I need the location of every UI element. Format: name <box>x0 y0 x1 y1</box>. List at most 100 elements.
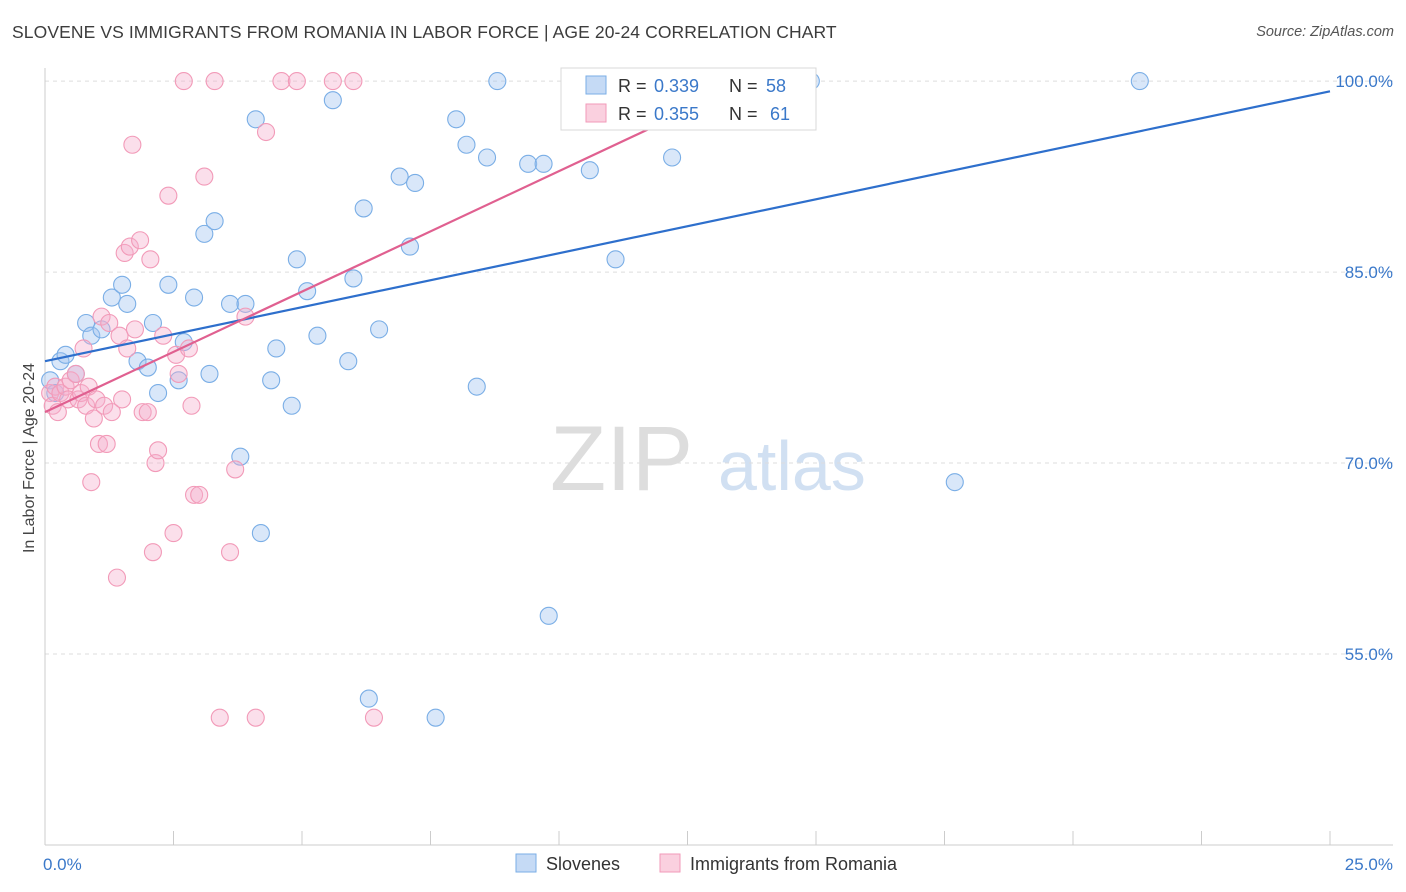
slovenes-point-24 <box>236 294 255 313</box>
slovenes-point-55 <box>945 473 964 492</box>
watermark-zip: ZIP <box>550 408 693 510</box>
stats-n-label-romania: N = <box>729 104 763 124</box>
romania-point-22 <box>102 403 121 422</box>
slovenes-point-14 <box>149 383 168 403</box>
romania-point-25 <box>113 390 132 409</box>
slovenes-point-48 <box>519 154 538 173</box>
romania-point-46 <box>185 485 204 504</box>
slovenes-point-27 <box>262 371 281 390</box>
stats-legend: R = 0.339 N = 58 R = 0.355 N = 61 <box>560 67 817 131</box>
stats-r-label-romania: R = <box>618 104 652 124</box>
legend-label-romania[interactable]: Immigrants from Romania <box>690 854 898 874</box>
slovenes-point-50 <box>539 606 558 625</box>
data-points <box>41 72 1149 727</box>
trend-lines <box>44 73 1331 414</box>
slovenes-point-49 <box>534 154 553 173</box>
slovenes-point-56 <box>1130 72 1149 91</box>
romania-point-17 <box>89 434 109 454</box>
y-tick-label-1: 70.0% <box>1345 454 1393 473</box>
romania-point-59 <box>344 72 363 91</box>
slovenes-point-15 <box>159 275 178 294</box>
romania-point-47 <box>190 485 209 504</box>
romania-point-21 <box>100 313 119 333</box>
stats-swatch-slovenes <box>585 75 607 95</box>
slovenes-point-8 <box>102 288 121 307</box>
slovenes-point-21 <box>205 212 224 231</box>
romania-point-52 <box>226 460 245 479</box>
slovenes-point-16 <box>169 371 188 390</box>
stats-n-label-slovenes: N = <box>729 76 763 96</box>
slovenes-point-30 <box>287 250 306 269</box>
slovenes-point-28 <box>267 339 286 358</box>
slovenes-point-46 <box>477 148 497 167</box>
y-tick-label-0: 55.0% <box>1345 645 1393 664</box>
romania-point-60 <box>364 708 384 727</box>
romania-point-49 <box>205 72 224 91</box>
legend-swatch-slovenes[interactable] <box>515 853 537 873</box>
slovenes-point-26 <box>251 524 270 543</box>
romania-point-53 <box>236 307 255 326</box>
legend-swatch-romania[interactable] <box>659 853 681 873</box>
slovenes-point-34 <box>339 352 358 371</box>
romania-point-15 <box>84 409 103 428</box>
romania-point-8 <box>66 364 85 383</box>
watermark-atlas: atlas <box>718 427 866 505</box>
romania-point-39 <box>159 186 178 205</box>
slovenes-point-51 <box>580 161 599 180</box>
slovenes-point-13 <box>143 313 162 333</box>
stats-n-value-slovenes: 58 <box>766 76 786 96</box>
romania-point-45 <box>182 396 201 415</box>
slovenes-point-38 <box>370 320 389 339</box>
romania-trend-line <box>44 73 766 414</box>
slovenes-trend-line <box>44 90 1331 363</box>
romania-point-33 <box>138 403 157 422</box>
romania-point-56 <box>272 72 291 91</box>
slovenes-point-19 <box>195 224 214 243</box>
chart-title: SLOVENE VS IMMIGRANTS FROM ROMANIA IN LA… <box>12 22 837 42</box>
slovenes-point-20 <box>200 364 219 383</box>
romania-point-40 <box>164 524 183 543</box>
romania-point-32 <box>133 403 152 422</box>
romania-point-37 <box>149 441 168 460</box>
romania-point-34 <box>141 250 160 269</box>
romania-point-20 <box>97 434 116 454</box>
romania-point-55 <box>256 122 276 142</box>
romania-point-42 <box>169 364 188 383</box>
x-tick-label-1: 25.0% <box>1345 855 1393 874</box>
romania-point-29 <box>123 135 142 154</box>
romania-point-50 <box>210 708 229 727</box>
slovenes-point-9 <box>113 275 132 294</box>
series-legend: Slovenes Immigrants from Romania <box>515 853 898 874</box>
slovenes-point-41 <box>406 173 425 193</box>
romania-point-28 <box>120 237 139 256</box>
slovenes-point-35 <box>344 269 363 288</box>
romania-point-48 <box>195 167 214 186</box>
legend-label-slovenes[interactable]: Slovenes <box>546 854 620 874</box>
stats-r-value-slovenes: 0.339 <box>654 76 699 96</box>
stats-swatch-romania <box>585 103 607 123</box>
slovenes-point-25 <box>246 110 265 129</box>
slovenes-point-45 <box>467 377 486 396</box>
y-tick-label-3: 100.0% <box>1335 72 1393 91</box>
tick-labels: 55.0% 70.0% 85.0% 100.0% 0.0% 25.0% <box>43 72 1393 874</box>
axes <box>44 68 1393 846</box>
y-axis-label: In Labor Force | Age 20-24 <box>21 363 38 553</box>
gridlines <box>45 80 1393 655</box>
slovenes-point-32 <box>308 326 327 345</box>
slovenes-point-33 <box>323 91 342 110</box>
romania-point-54 <box>246 708 265 727</box>
slovenes-point-37 <box>359 689 378 708</box>
slovenes-point-43 <box>447 110 466 129</box>
slovenes-point-18 <box>185 288 204 307</box>
slovenes-point-44 <box>457 135 476 154</box>
romania-point-14 <box>82 473 101 492</box>
romania-point-57 <box>287 72 306 91</box>
romania-point-23 <box>107 568 127 587</box>
slovenes-point-52 <box>606 250 625 269</box>
slovenes-point-39 <box>390 167 409 186</box>
slovenes-point-10 <box>118 294 137 313</box>
y-tick-label-2: 85.0% <box>1345 263 1393 282</box>
romania-point-58 <box>323 72 342 91</box>
slovenes-point-29 <box>282 396 301 415</box>
